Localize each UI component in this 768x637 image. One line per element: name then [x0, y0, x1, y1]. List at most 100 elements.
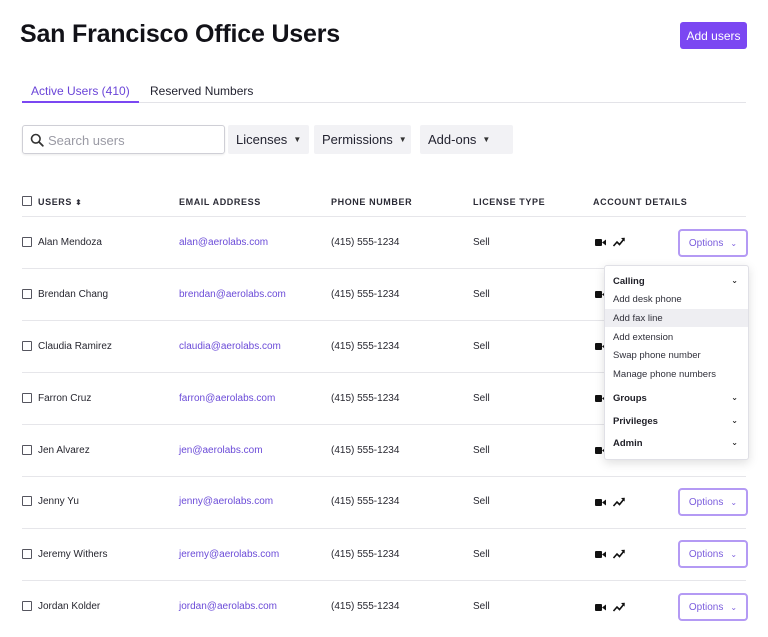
page-title: San Francisco Office Users	[20, 20, 340, 48]
options-dropdown-menu: Calling ⌄ Add desk phone Add fax line Add…	[604, 265, 749, 460]
search-icon	[30, 133, 44, 147]
user-email[interactable]: brendan@aerolabs.com	[179, 289, 286, 300]
permissions-filter[interactable]: Permissions ▼	[314, 125, 411, 154]
user-email[interactable]: jeremy@aerolabs.com	[179, 549, 280, 560]
options-button[interactable]: Options ⌄	[678, 540, 748, 568]
row-divider	[22, 528, 746, 529]
column-header-account-details: ACCOUNT DETAILS	[593, 197, 688, 207]
user-name: Jordan Kolder	[38, 601, 101, 612]
user-phone: (415) 555-1234	[331, 341, 400, 352]
chevron-down-icon: ⌄	[731, 276, 738, 285]
tab-active-users[interactable]: Active Users (410)	[31, 84, 130, 98]
caret-down-icon: ▼	[398, 135, 407, 144]
add-users-button[interactable]: Add users	[680, 22, 747, 49]
column-header-phone: PHONE NUMBER	[331, 197, 413, 207]
user-license: Sell	[473, 445, 490, 456]
menu-item-add-extension[interactable]: Add extension	[613, 331, 674, 343]
trend-up-icon	[613, 497, 625, 507]
user-name: Jenny Yu	[38, 496, 79, 507]
row-divider	[22, 476, 746, 477]
row-checkbox[interactable]	[22, 341, 32, 351]
menu-section-admin[interactable]: Admin ⌄	[613, 437, 738, 449]
user-phone: (415) 555-1234	[331, 289, 400, 300]
menu-section-calling[interactable]: Calling ⌄	[613, 275, 738, 287]
chevron-down-icon: ⌄	[730, 238, 738, 248]
chevron-down-icon: ⌄	[730, 602, 738, 612]
user-license: Sell	[473, 237, 490, 248]
chevron-down-icon: ⌄	[731, 393, 738, 402]
user-phone: (415) 555-1234	[331, 237, 400, 248]
search-box	[22, 125, 225, 154]
active-tab-indicator	[22, 101, 139, 103]
options-button[interactable]: Options ⌄	[678, 593, 748, 621]
chevron-down-icon: ⌄	[730, 549, 738, 559]
user-license: Sell	[473, 289, 490, 300]
user-phone: (415) 555-1234	[331, 601, 400, 612]
trend-up-icon	[613, 549, 625, 559]
tab-bar: Active Users (410) Reserved Numbers	[22, 80, 746, 103]
user-phone: (415) 555-1234	[331, 393, 400, 404]
user-phone: (415) 555-1234	[331, 496, 400, 507]
user-phone: (415) 555-1234	[331, 445, 400, 456]
menu-item-add-desk-phone[interactable]: Add desk phone	[613, 293, 682, 305]
addons-filter-label: Add-ons	[428, 132, 477, 147]
user-name: Farron Cruz	[38, 393, 92, 404]
row-checkbox[interactable]	[22, 549, 32, 559]
row-checkbox[interactable]	[22, 601, 32, 611]
user-email[interactable]: jen@aerolabs.com	[179, 445, 263, 456]
chevron-down-icon: ⌄	[731, 438, 738, 447]
user-email[interactable]: alan@aerolabs.com	[179, 237, 269, 248]
select-all-checkbox[interactable]	[22, 196, 32, 206]
row-checkbox[interactable]	[22, 289, 32, 299]
row-checkbox[interactable]	[22, 393, 32, 403]
menu-section-privileges[interactable]: Privileges ⌄	[613, 415, 738, 427]
user-email[interactable]: claudia@aerolabs.com	[179, 341, 281, 352]
menu-item-manage-phone-numbers[interactable]: Manage phone numbers	[613, 368, 716, 380]
user-email[interactable]: jenny@aerolabs.com	[179, 496, 274, 507]
user-license: Sell	[473, 393, 490, 404]
licenses-filter[interactable]: Licenses ▼	[228, 125, 309, 154]
user-phone: (415) 555-1234	[331, 549, 400, 560]
user-license: Sell	[473, 549, 490, 560]
trend-up-icon	[613, 237, 625, 247]
search-input[interactable]	[48, 130, 218, 150]
permissions-filter-label: Permissions	[322, 132, 393, 147]
user-name: Jen Alvarez	[38, 445, 90, 456]
menu-item-swap-phone-number[interactable]: Swap phone number	[613, 349, 701, 361]
user-name: Brendan Chang	[38, 289, 109, 300]
user-license: Sell	[473, 341, 490, 352]
video-camera-icon	[595, 604, 606, 611]
menu-section-groups[interactable]: Groups ⌄	[613, 392, 738, 404]
options-button[interactable]: Options ⌄	[678, 488, 748, 516]
row-checkbox[interactable]	[22, 237, 32, 247]
row-divider	[22, 268, 746, 269]
row-divider	[22, 320, 746, 321]
addons-filter[interactable]: Add-ons ▼	[420, 125, 513, 154]
row-divider	[22, 372, 746, 373]
row-checkbox[interactable]	[22, 445, 32, 455]
video-camera-icon	[595, 499, 606, 506]
user-email[interactable]: jordan@aerolabs.com	[179, 601, 277, 612]
caret-down-icon: ▼	[482, 135, 491, 144]
user-name: Claudia Ramirez	[38, 341, 112, 352]
user-name: Alan Mendoza	[38, 237, 102, 248]
menu-item-add-fax-line[interactable]: Add fax line	[605, 309, 748, 327]
header-divider	[22, 216, 746, 217]
user-email[interactable]: farron@aerolabs.com	[179, 393, 276, 404]
column-header-email: EMAIL ADDRESS	[179, 197, 261, 207]
options-button[interactable]: Options ⌄	[678, 229, 748, 257]
row-divider	[22, 580, 746, 581]
tab-reserved-numbers[interactable]: Reserved Numbers	[150, 84, 254, 98]
video-camera-icon	[595, 239, 606, 246]
row-divider	[22, 424, 746, 425]
chevron-down-icon: ⌄	[730, 497, 738, 507]
column-header-license: LICENSE TYPE	[473, 197, 546, 207]
caret-down-icon: ▼	[293, 135, 302, 144]
chevron-down-icon: ⌄	[731, 416, 738, 425]
column-header-users[interactable]: USERS ⬍	[38, 197, 83, 207]
video-camera-icon	[595, 551, 606, 558]
sort-icon: ⬍	[75, 198, 83, 207]
row-checkbox[interactable]	[22, 496, 32, 506]
user-license: Sell	[473, 496, 490, 507]
user-name: Jeremy Withers	[38, 549, 108, 560]
